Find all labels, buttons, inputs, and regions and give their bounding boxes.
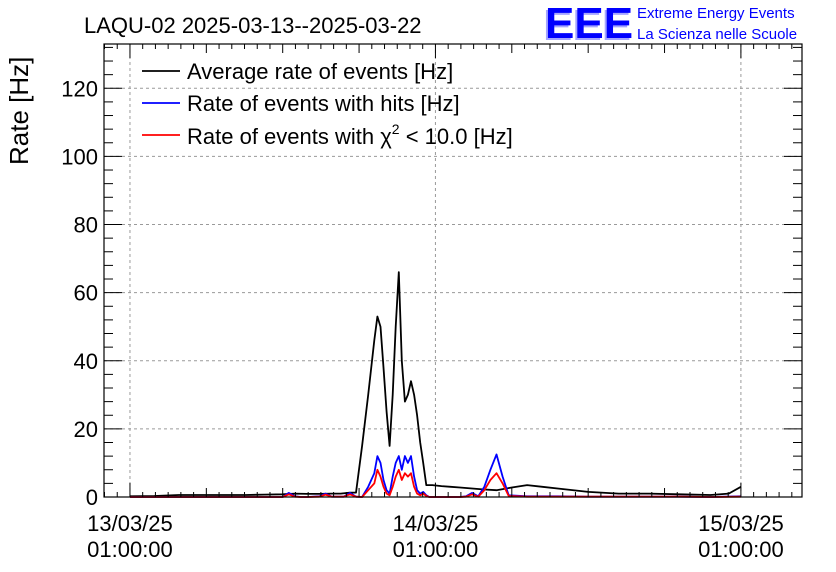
y-tick-label: 0 (86, 485, 98, 510)
x-tick-label-date: 15/03/25 (698, 511, 784, 536)
logo-line-2: La Scienza nelle Scuole (637, 26, 797, 43)
logo-mark-shadow: EEE (543, 1, 631, 50)
y-tick-label: 20 (74, 417, 98, 442)
x-tick-label-time: 01:00:00 (698, 537, 784, 562)
logo-line-1: Extreme Energy Events (637, 5, 795, 22)
x-tick-label-date: 14/03/25 (393, 511, 479, 536)
y-tick-label: 40 (74, 349, 98, 374)
y-axis-label: Rate [Hz] (4, 57, 34, 165)
y-tick-label: 60 (74, 281, 98, 306)
grid-lines (104, 44, 802, 497)
x-tick-label-time: 01:00:00 (87, 537, 173, 562)
legend-chi2-prefix: Rate of events with (187, 124, 380, 149)
legend-chi2-sup: 2 (392, 121, 400, 137)
legend-label-average: Average rate of events [Hz] (187, 59, 453, 84)
y-tick-label: 100 (61, 144, 98, 169)
legend-label-chi2: Rate of events with χ2 < 10.0 [Hz] (187, 121, 513, 149)
logo-mark: EEE (545, 0, 633, 48)
legend-label-hits: Rate of events with hits [Hz] (187, 91, 460, 116)
y-tick-label: 80 (74, 213, 98, 238)
legend-chi2-suffix: < 10.0 [Hz] (400, 124, 513, 149)
chart-title: LAQU-02 2025-03-13--2025-03-22 (84, 13, 422, 38)
x-tick-label-date: 13/03/25 (87, 511, 173, 536)
axis-ticks (104, 44, 802, 498)
y-tick-labels: 0 20 40 60 80 100 120 (61, 76, 98, 510)
plot-frame (103, 43, 803, 498)
x-tick-labels: 13/03/2501:00:0014/03/2501:00:0015/03/25… (87, 511, 784, 562)
eee-logo: EEE EEE Extreme Energy Events La Scienza… (543, 0, 797, 50)
legend-chi2-symbol: χ (380, 124, 392, 149)
series-average-rate (129, 271, 742, 498)
y-tick-label: 120 (61, 76, 98, 101)
x-tick-label-time: 01:00:00 (393, 537, 479, 562)
legend: Average rate of events [Hz] Rate of even… (142, 59, 513, 149)
